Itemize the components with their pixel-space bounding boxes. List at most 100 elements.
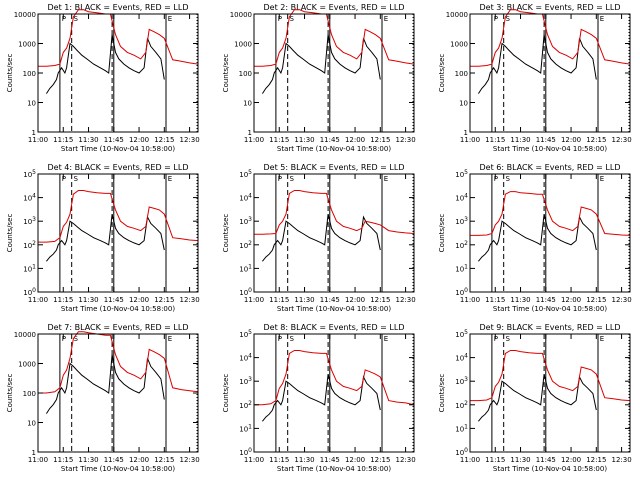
- x-tick-label: 12:30: [395, 456, 415, 464]
- y-tick-label: 10: [27, 420, 36, 428]
- x-tick-label: 11:30: [510, 456, 530, 464]
- x-tick-label: 11:45: [536, 456, 556, 464]
- x-axis-label: Start Time (10-Nov-04 10:58:00): [493, 145, 607, 153]
- y-tick-label: 1: [464, 129, 468, 137]
- x-tick-label: 12:00: [561, 136, 581, 144]
- y-tick-label: 101: [23, 263, 36, 273]
- x-tick-label: 11:15: [53, 456, 73, 464]
- x-tick-label: 12:00: [561, 296, 581, 304]
- x-tick-label: 12:00: [129, 296, 149, 304]
- marker-label-s: S: [73, 335, 78, 343]
- detector-panel-5: Det 5: BLACK = Events, RED = LLD P S E 100 10…: [222, 163, 416, 313]
- y-tick-label: 105: [455, 329, 468, 339]
- y-tick-label: 104: [455, 353, 468, 363]
- x-tick-label: 12:00: [561, 456, 581, 464]
- y-tick-label: 105: [23, 169, 36, 179]
- x-tick-label: 11:30: [78, 136, 98, 144]
- y-tick-label: 1000: [18, 361, 36, 369]
- x-tick-label: 11:00: [460, 136, 480, 144]
- x-axis-label: Start Time (10-Nov-04 10:58:00): [277, 305, 391, 313]
- x-tick-label: 11:30: [78, 296, 98, 304]
- marker-label-e: E: [384, 335, 388, 343]
- x-tick-label: 12:15: [370, 296, 390, 304]
- y-tick-label: 10: [243, 100, 252, 108]
- y-tick-label: 10: [27, 100, 36, 108]
- marker-label-s: S: [289, 335, 294, 343]
- x-tick-label: 11:15: [269, 296, 289, 304]
- x-tick-label: 11:15: [485, 456, 505, 464]
- x-tick-label: 11:45: [104, 296, 124, 304]
- y-axis-label: Counts/sec: [438, 214, 446, 253]
- x-tick-label: 11:15: [269, 136, 289, 144]
- marker-label-p: P: [494, 15, 498, 23]
- marker-label-p: P: [278, 175, 282, 183]
- marker-label-e: E: [168, 175, 172, 183]
- panel-title: Det 3: BLACK = Events, RED = LLD: [480, 3, 621, 12]
- x-tick-label: 12:00: [129, 456, 149, 464]
- x-tick-label: 11:00: [244, 456, 264, 464]
- x-tick-label: 11:00: [244, 296, 264, 304]
- y-axis-label: Counts/sec: [6, 54, 14, 93]
- marker-label-e: E: [168, 15, 172, 23]
- panel-title: Det 9: BLACK = Events, RED = LLD: [480, 323, 621, 332]
- plot-frame: [253, 173, 415, 293]
- y-tick-label: 103: [23, 216, 36, 226]
- marker-label-e: E: [168, 335, 172, 343]
- detector-panel-7: Det 7: BLACK = Events, RED = LLD P S E 1 10 10…: [6, 323, 200, 473]
- y-tick-label: 102: [239, 240, 252, 250]
- marker-label-p: P: [278, 15, 282, 23]
- detector-panel-1: Det 1: BLACK = Events, RED = LLD P S E 1 10 10…: [6, 3, 200, 153]
- y-tick-label: 103: [455, 216, 468, 226]
- x-tick-label: 11:45: [104, 136, 124, 144]
- x-axis-label: Start Time (10-Nov-04 10:58:00): [493, 305, 607, 313]
- series-line-events: [478, 373, 597, 422]
- y-tick-label: 104: [23, 193, 36, 203]
- marker-label-e: E: [600, 335, 604, 343]
- series-line-events: [46, 213, 165, 262]
- marker-label-s: S: [505, 335, 510, 343]
- x-tick-label: 11:45: [320, 456, 340, 464]
- plot-frame: [253, 13, 415, 133]
- marker-label-s: S: [289, 15, 294, 23]
- x-tick-label: 11:30: [510, 296, 530, 304]
- x-axis-label: Start Time (10-Nov-04 10:58:00): [61, 305, 175, 313]
- x-tick-label: 12:15: [370, 136, 390, 144]
- x-tick-label: 12:00: [345, 136, 365, 144]
- x-axis-label: Start Time (10-Nov-04 10:58:00): [277, 145, 391, 153]
- series-line-lld: [254, 190, 415, 235]
- series-line-lld: [38, 190, 199, 243]
- y-axis-label: Counts/sec: [6, 374, 14, 413]
- series-line-lld: [38, 331, 199, 394]
- x-axis-label: Start Time (10-Nov-04 10:58:00): [61, 465, 175, 473]
- x-tick-label: 11:30: [294, 136, 314, 144]
- marker-label-p: P: [494, 335, 498, 343]
- y-tick-label: 103: [239, 376, 252, 386]
- x-tick-label: 12:30: [179, 136, 199, 144]
- x-tick-label: 12:30: [179, 456, 199, 464]
- marker-label-p: P: [62, 175, 66, 183]
- marker-label-e: E: [384, 175, 388, 183]
- x-tick-label: 12:15: [586, 296, 606, 304]
- marker-label-e: E: [600, 175, 604, 183]
- x-tick-label: 12:30: [611, 296, 631, 304]
- y-tick-label: 100: [23, 70, 36, 78]
- x-tick-label: 11:45: [320, 296, 340, 304]
- y-tick-label: 102: [239, 400, 252, 410]
- x-tick-label: 11:45: [536, 136, 556, 144]
- x-tick-label: 11:45: [536, 296, 556, 304]
- x-tick-label: 12:30: [395, 136, 415, 144]
- plot-frame: [37, 173, 199, 293]
- x-tick-label: 11:00: [460, 296, 480, 304]
- plot-frame: [37, 333, 199, 453]
- x-tick-label: 11:00: [460, 456, 480, 464]
- y-tick-label: 1000: [18, 41, 36, 49]
- series-line-lld: [470, 350, 631, 402]
- series-line-lld: [470, 9, 631, 67]
- y-tick-label: 101: [239, 263, 252, 273]
- x-tick-label: 11:45: [104, 456, 124, 464]
- x-tick-label: 11:30: [294, 296, 314, 304]
- panel-title: Det 7: BLACK = Events, RED = LLD: [48, 323, 189, 332]
- plot-frame: [469, 173, 631, 293]
- y-tick-label: 105: [239, 169, 252, 179]
